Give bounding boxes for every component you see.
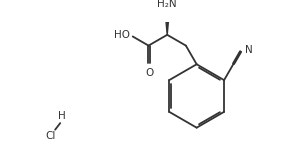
Polygon shape	[166, 18, 169, 35]
Text: H: H	[58, 111, 66, 121]
Text: N: N	[245, 45, 253, 55]
Text: HO: HO	[114, 30, 130, 40]
Text: O: O	[145, 68, 153, 78]
Text: H₂N: H₂N	[157, 0, 177, 9]
Text: Cl: Cl	[46, 131, 56, 141]
